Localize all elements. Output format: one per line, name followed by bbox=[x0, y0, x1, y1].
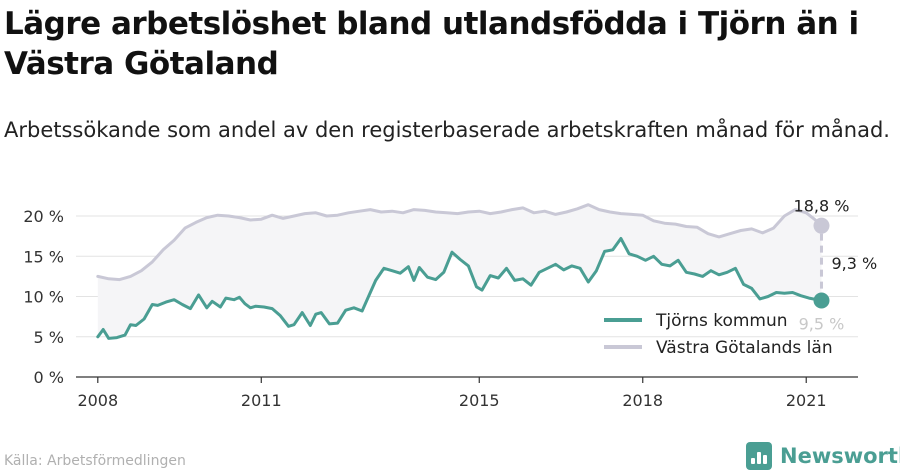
x-axis-ticks: 2008 2011 2015 2018 2021 bbox=[77, 377, 827, 410]
chart-title: Lägre arbetslöshet bland utlandsfödda i … bbox=[4, 6, 859, 82]
end-point-tjorn bbox=[813, 292, 830, 309]
y-axis-labels: 0 % 5 % 10 % 15 % 20 % bbox=[23, 207, 64, 387]
chart-subtitle: Arbetssökande som andel av den registerb… bbox=[4, 118, 890, 142]
end-point-vastra-gotaland bbox=[813, 217, 830, 234]
source-note: Källa: Arbetsförmedlingen bbox=[4, 453, 186, 469]
legend-label-vastra-gotaland: Västra Götalands län bbox=[656, 338, 833, 358]
x-tick-label-2021: 2021 bbox=[786, 391, 827, 410]
gap-area bbox=[97, 204, 822, 339]
x-tick-label-2008: 2008 bbox=[77, 391, 118, 410]
y-tick-label-5: 5 % bbox=[34, 328, 64, 347]
legend: Tjörns kommun Västra Götalands län bbox=[604, 311, 833, 358]
end-label-tjorn: 9,5 % bbox=[799, 315, 845, 334]
series-line-tjorn bbox=[96, 237, 823, 340]
newsworthy-icon bbox=[746, 442, 772, 470]
x-tick-label-2011: 2011 bbox=[241, 391, 282, 410]
y-tick-label-10: 10 % bbox=[23, 288, 64, 307]
brand-logo: Newsworthy bbox=[746, 440, 900, 472]
end-label-vastra-gotaland: 18,8 % bbox=[794, 197, 850, 216]
y-tick-label-20: 20 % bbox=[23, 207, 64, 226]
line-chart: 0 %5 %10 %15 %20 % 2008 2011 2015 2018 2021 … bbox=[23, 197, 877, 410]
y-tick-label-0: 0 % bbox=[34, 368, 64, 387]
series-line-vastra-gotaland bbox=[96, 203, 823, 282]
x-tick-label-2018: 2018 bbox=[622, 391, 663, 410]
legend-label-tjorn: Tjörns kommun bbox=[655, 311, 788, 331]
brand-name: Newsworthy bbox=[780, 444, 900, 468]
x-tick-label-2015: 2015 bbox=[459, 391, 500, 410]
gap-label: 9,3 % bbox=[831, 254, 877, 273]
y-tick-label-15: 15 % bbox=[23, 247, 64, 266]
